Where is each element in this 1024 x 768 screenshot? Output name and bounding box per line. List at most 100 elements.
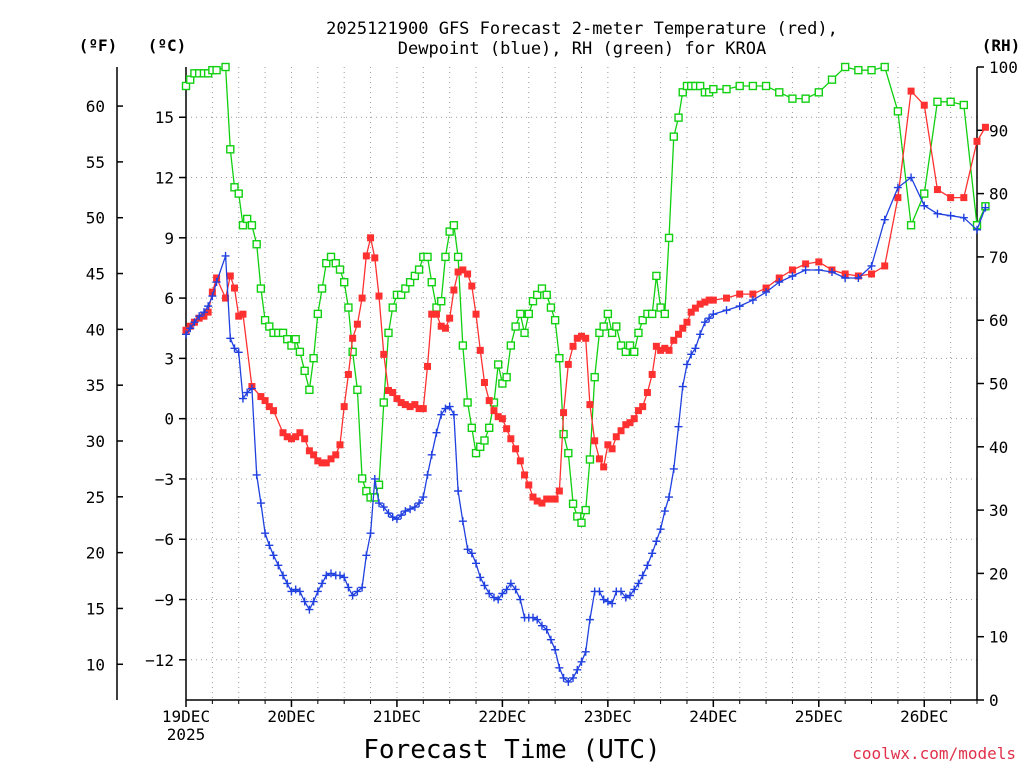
fahrenheit-unit-label: (ºF) [79, 36, 118, 55]
temperature-point [507, 435, 515, 443]
rh-series [181, 62, 990, 527]
dewpoint-point [880, 215, 889, 224]
dewpoint-point [283, 579, 292, 588]
celsius-unit-label: (ºC) [148, 36, 187, 55]
dewpoint-point [221, 251, 230, 260]
dewpoint-point [441, 404, 450, 413]
dewpoint-point [458, 517, 467, 526]
dewpoint-point [269, 551, 278, 560]
temperature-point [459, 266, 467, 274]
rh-point [493, 360, 503, 369]
rh-point [827, 75, 837, 84]
temperature-point [406, 403, 414, 411]
fahrenheit-ticks: 10 15 20 25 30 35 40 45 50 55 60 [86, 97, 123, 674]
dewpoint-point [498, 589, 507, 598]
temperature-point [441, 324, 449, 332]
dewpoint-point [648, 549, 657, 558]
fahrenheit-tick-label: 35 [86, 376, 105, 395]
rh-point [340, 278, 349, 287]
temperature-point [683, 318, 691, 326]
temperature-point [661, 344, 669, 352]
rh-point [344, 303, 353, 312]
temperature-series [182, 87, 989, 507]
dewpoint-point [581, 647, 590, 656]
temperature-point [292, 433, 300, 441]
temperature-point [503, 425, 511, 433]
rh-point [595, 328, 604, 338]
rh-point [511, 322, 520, 331]
celsius-ticks: −12 −9 −6 −3 0 3 6 9 12 15 [145, 108, 186, 670]
rh-point [761, 81, 771, 91]
dewpoint-point [748, 296, 757, 305]
temperature-point [643, 389, 651, 397]
temperature-point [665, 346, 673, 354]
temperature-point [498, 415, 506, 423]
temperature-point [920, 101, 928, 109]
dewpoint-point [476, 573, 485, 582]
temperature-point [775, 274, 783, 282]
rh-point [564, 448, 573, 458]
temperature-point [608, 445, 616, 453]
dewpoint-point [226, 334, 235, 343]
rh-point [427, 278, 436, 287]
temperature-point [538, 499, 546, 507]
temperature-point [626, 419, 634, 427]
rh-point [283, 334, 292, 344]
dewpoint-point [309, 597, 318, 606]
dewpoint-point [669, 464, 678, 473]
rh-point [573, 512, 582, 521]
dewpoint-point [603, 597, 612, 606]
rh-point [625, 341, 635, 350]
dewpoint-point [243, 388, 252, 397]
rh-tick-label: 70 [989, 248, 1008, 267]
dewpoint-point [454, 487, 463, 496]
rh-point [550, 316, 560, 325]
rh-point [520, 328, 529, 338]
fahrenheit-tick-label: 40 [86, 320, 105, 339]
rh-point [555, 353, 564, 363]
temperature-point [907, 87, 915, 95]
dewpoint-point [256, 499, 265, 508]
rh-point [423, 252, 432, 262]
dewpoint-point [419, 493, 428, 502]
temperature-point [239, 310, 247, 318]
rh-point [840, 62, 850, 72]
temperature-point [432, 310, 440, 318]
temperature-point [802, 260, 810, 268]
celsius-tick-label: −6 [155, 530, 174, 549]
temperature-point [279, 429, 287, 437]
rh-point [348, 347, 357, 357]
temperature-point [525, 481, 533, 489]
dewpoint-point [801, 265, 810, 274]
temperature-point [287, 435, 295, 443]
rh-point [234, 189, 243, 198]
rh-point [458, 341, 468, 350]
rh-point [506, 341, 516, 350]
x-tick-label: 22DEC [478, 707, 526, 726]
temperature-point [464, 270, 472, 278]
dewpoint-point [585, 615, 594, 624]
dewpoint-point [617, 587, 626, 596]
temperature-point [881, 262, 889, 270]
rh-point [476, 442, 485, 451]
dewpoint-point [445, 402, 454, 411]
dewpoint-point [907, 173, 916, 182]
temperature-point [578, 332, 585, 340]
dewpoint-point [467, 549, 476, 558]
temperature-point [419, 405, 427, 413]
rh-point [695, 81, 705, 91]
dewpoint-point [973, 225, 981, 234]
celsius-tick-label: −9 [155, 591, 174, 610]
temperature-point [411, 401, 419, 409]
dewpoint-point [313, 587, 322, 596]
rh-point [252, 240, 261, 249]
dewpoint-point [485, 589, 494, 598]
temperature-point [375, 292, 383, 300]
temperature-point [472, 310, 480, 318]
x-tick-label: 26DEC [900, 707, 948, 726]
temperature-point [367, 234, 375, 242]
dewpoint-point [608, 599, 617, 608]
rh-point [353, 385, 362, 395]
rh-point [612, 322, 621, 331]
